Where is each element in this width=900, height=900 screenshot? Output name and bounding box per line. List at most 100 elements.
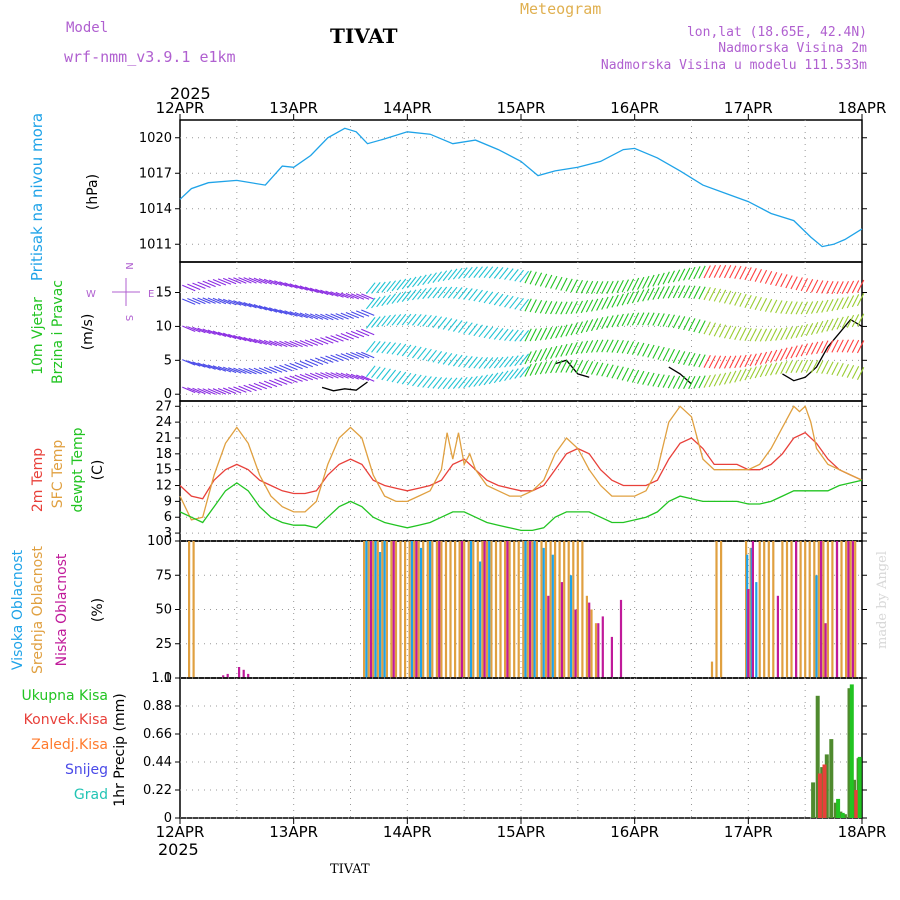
wind-barb	[677, 351, 686, 365]
wind-barb	[514, 329, 524, 342]
wind-barb	[550, 275, 558, 289]
wind-barb	[233, 386, 247, 393]
wind-barb	[754, 268, 762, 282]
wind-barb	[263, 306, 278, 313]
wind-barb	[192, 297, 206, 305]
wind-barb	[437, 286, 448, 299]
wind-barb	[662, 285, 670, 299]
wind-barb	[309, 313, 324, 320]
wind-barb	[248, 277, 262, 284]
cloud-bar-mid	[390, 541, 393, 678]
wind-barb	[488, 327, 499, 339]
wind-barb	[831, 298, 839, 312]
wind-barb	[386, 280, 397, 293]
wind-barb	[330, 335, 344, 342]
wind-barb	[386, 314, 397, 327]
wind-barb	[509, 368, 519, 380]
wind-barb	[560, 277, 568, 291]
cloud-bar-mid	[567, 541, 570, 678]
wind-barb	[473, 266, 483, 278]
wind-barb	[780, 347, 788, 361]
wind-barb	[187, 283, 201, 291]
wind-barb	[350, 330, 365, 338]
wind-barb	[662, 313, 670, 327]
wind-barb	[677, 316, 686, 330]
wind-barb	[258, 278, 273, 285]
wind-barb	[504, 369, 514, 382]
wind-barb	[611, 365, 619, 379]
wind-barb	[401, 372, 412, 385]
wind-barb	[601, 339, 609, 353]
wind-barb	[488, 357, 499, 369]
wind-barb	[534, 328, 543, 342]
wind-barb	[570, 359, 578, 373]
wind-barb	[473, 324, 483, 337]
wind-barb	[284, 363, 298, 371]
wind-barb	[575, 360, 583, 374]
wind-barb	[539, 327, 548, 341]
wind-barb	[437, 270, 448, 282]
temperature-dewpoint-line	[179, 479, 863, 532]
wind-barb	[590, 339, 599, 353]
cloud-bar-mid	[831, 541, 834, 678]
cloud-bar-mid	[481, 541, 484, 678]
wind-barb	[759, 351, 768, 365]
wind-barb	[826, 339, 834, 353]
cloud-ylabel-high: Visoka Oblacnost	[10, 549, 26, 670]
wind-barb	[723, 265, 732, 279]
wind-barb	[683, 352, 691, 366]
wind-barb	[401, 344, 412, 357]
model-name: wrf-nmm_v3.9.1 e1km	[64, 48, 236, 66]
wind-barb	[524, 351, 532, 365]
wind-barb	[304, 286, 319, 294]
precip-bar-convective	[822, 764, 827, 818]
wind-barb	[463, 356, 473, 368]
cloud-ytick-label: 50	[155, 603, 172, 618]
wind-barb	[800, 301, 808, 315]
wind-barb	[596, 339, 604, 353]
cloud-bar-mid	[494, 541, 498, 678]
cloud-bar-high	[365, 541, 368, 678]
wind-barb	[667, 270, 675, 284]
wind-ylabel-1: 10m Vjetar	[30, 297, 46, 375]
wind-barb	[795, 344, 803, 358]
temperature-ytick-label: 12	[155, 479, 172, 494]
wind-barb	[447, 353, 458, 366]
wind-barb	[805, 278, 814, 292]
wind-barb	[468, 323, 478, 336]
wind-barb	[437, 317, 448, 329]
cloud-bar-mid	[490, 541, 493, 678]
wind-barb	[585, 361, 594, 375]
wind-barb	[401, 290, 412, 302]
elevation-info: Nadmorska Visina 2m	[718, 41, 867, 56]
wind-barb	[790, 301, 798, 315]
wind-barb	[703, 374, 711, 388]
wind-barb	[233, 367, 247, 375]
cloud-bar-mid	[444, 541, 448, 678]
wind-barb	[299, 312, 314, 320]
pressure-ytick-label: 1017	[139, 166, 172, 181]
wind-barb	[550, 345, 558, 359]
wind-barb	[652, 312, 660, 326]
wind-barb	[248, 383, 262, 391]
wind-barb	[452, 287, 463, 299]
wind-barb	[662, 374, 670, 388]
wind-barb	[534, 299, 543, 313]
wind-barb	[355, 310, 370, 317]
wind-barb	[284, 310, 298, 317]
wind-barb	[442, 286, 453, 299]
wind-barb	[463, 288, 473, 300]
wind-barb	[688, 266, 696, 280]
wind-barb	[534, 349, 543, 363]
wind-barb	[544, 346, 553, 360]
wind-barb	[345, 311, 360, 319]
temperature-temp2m-line	[179, 431, 863, 500]
wind-barb	[637, 342, 645, 356]
wind-barb	[657, 374, 665, 388]
wind-barb	[821, 319, 829, 333]
wind-barb	[565, 323, 573, 337]
wind-barb	[478, 290, 489, 303]
wind-barb	[279, 364, 293, 372]
wind-barb	[274, 378, 288, 385]
wind-barb	[637, 312, 645, 326]
